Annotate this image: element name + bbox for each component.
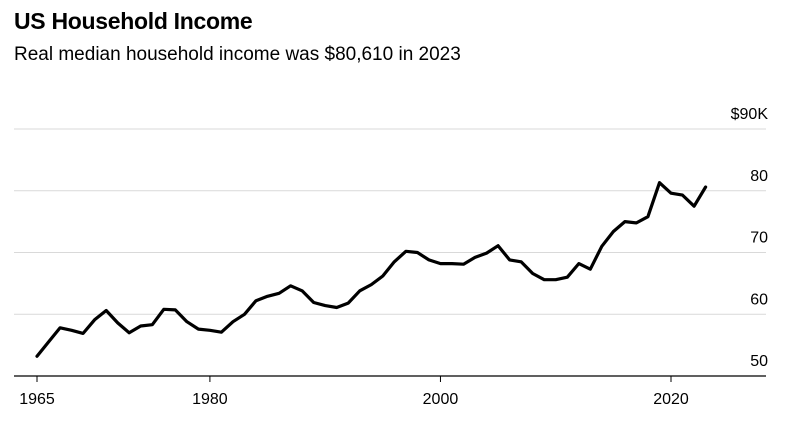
y-tick-label-80: 80 bbox=[750, 168, 768, 185]
chart-subtitle: Real median household income was $80,610… bbox=[14, 44, 461, 65]
y-tick-label-90: $90K bbox=[731, 106, 769, 123]
income-series-line bbox=[35, 181, 708, 358]
y-tick-labels: 50 60 70 80 $90K bbox=[731, 106, 769, 370]
x-tick-label-2000: 2000 bbox=[423, 391, 459, 408]
series-layer bbox=[35, 181, 708, 358]
x-tick-label-2020: 2020 bbox=[653, 391, 689, 408]
x-tick-label-1965: 1965 bbox=[19, 391, 55, 408]
y-tick-label-50: 50 bbox=[750, 353, 768, 370]
x-tick-label-1980: 1980 bbox=[192, 391, 228, 408]
gridlines bbox=[14, 128, 766, 377]
y-tick-label-70: 70 bbox=[750, 230, 768, 247]
chart-title: US Household Income bbox=[14, 8, 253, 34]
y-tick-label-60: 60 bbox=[750, 291, 768, 308]
x-tick-labels: 1965 1980 2000 2020 bbox=[19, 376, 689, 408]
